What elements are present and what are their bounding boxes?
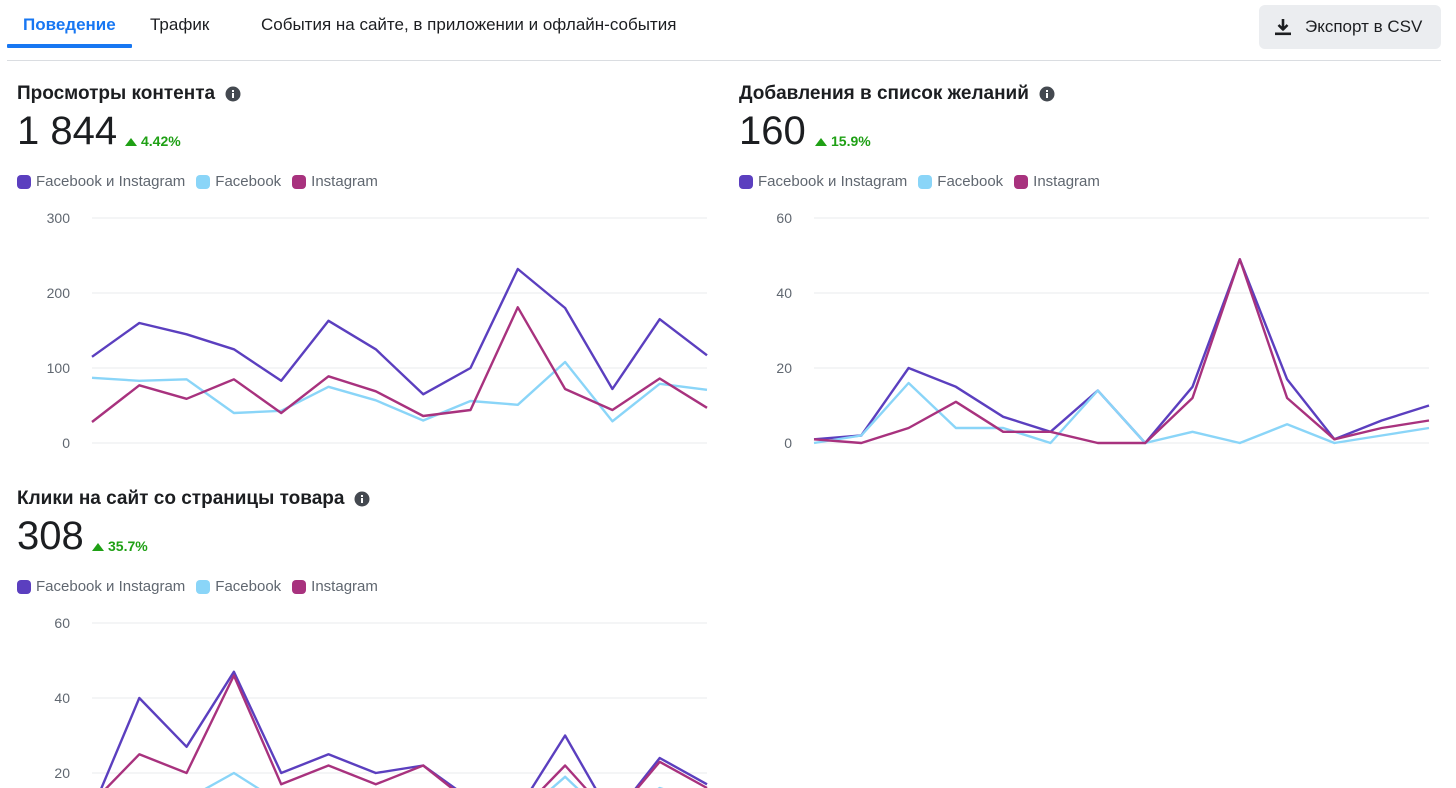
active-tab-indicator [7,44,132,48]
delta-badge: 35.7% [92,538,148,554]
tab-traffic[interactable]: Трафик [150,15,209,35]
info-icon[interactable] [1039,86,1055,102]
card-title: Просмотры контента [17,83,215,105]
legend-label: Facebook [215,578,281,595]
legend-item-instagram[interactable]: Instagram [292,173,378,190]
legend-label: Instagram [311,173,378,190]
legend-swatch [17,175,31,189]
y-tick-label: 100 [47,360,71,376]
metric-card-wishlist: Добавления в список желаний 160 15.9% Fa… [739,83,1439,463]
card-title: Добавления в список желаний [739,83,1029,105]
y-tick-label: 0 [62,435,70,451]
arrow-up-icon [92,542,104,551]
legend-label: Facebook и Instagram [36,173,185,190]
series-line-facebook[interactable] [814,383,1429,443]
y-tick-label: 200 [47,285,71,301]
tab-behavior[interactable]: Поведение [23,15,116,35]
metric-card-product-clicks: Клики на сайт со страницы товара 308 35.… [17,488,717,788]
legend-item-facebook[interactable]: Facebook [196,578,281,595]
export-csv-label: Экспорт в CSV [1305,17,1422,37]
legend-item-fb-ig[interactable]: Facebook и Instagram [17,173,185,190]
tab-events[interactable]: События на сайте, в приложении и офлайн-… [261,15,676,35]
legend-label: Facebook [937,173,1003,190]
legend-swatch [196,175,210,189]
legend-swatch [292,175,306,189]
y-tick-label: 300 [47,210,71,226]
card-title-wrap: Просмотры контента [17,83,241,105]
y-tick-label: 40 [54,690,70,706]
legend-item-instagram[interactable]: Instagram [292,578,378,595]
series-line-fb-ig[interactable] [92,672,707,788]
legend-swatch [739,175,753,189]
legend-swatch [918,175,932,189]
series-line-fb-ig[interactable] [92,269,707,394]
legend-label: Facebook [215,173,281,190]
legend-label: Instagram [1033,173,1100,190]
legend-item-instagram[interactable]: Instagram [1014,173,1100,190]
y-tick-label: 20 [776,360,792,376]
legend-swatch [17,580,31,594]
tab-divider [7,60,1441,61]
legend-item-facebook[interactable]: Facebook [196,173,281,190]
series-line-instagram[interactable] [92,676,707,788]
arrow-up-icon [815,137,827,146]
delta-value: 15.9% [831,133,871,149]
metric-card-content-views: Просмотры контента 1 844 4.42% Facebook … [17,83,717,463]
download-icon [1273,17,1293,37]
chart-legend: Facebook и Instagram Facebook Instagram [739,173,1111,190]
metric-value: 160 [739,111,806,151]
y-tick-label: 20 [54,765,70,781]
legend-item-facebook[interactable]: Facebook [918,173,1003,190]
legend-label: Facebook и Instagram [36,578,185,595]
legend-swatch [1014,175,1028,189]
metric-value: 308 [17,516,84,556]
chart-legend: Facebook и Instagram Facebook Instagram [17,173,389,190]
line-chart-content-views: 0 100 200 300 [17,203,717,453]
delta-value: 4.42% [141,133,181,149]
legend-item-fb-ig[interactable]: Facebook и Instagram [17,578,185,595]
legend-label: Facebook и Instagram [758,173,907,190]
legend-item-fb-ig[interactable]: Facebook и Instagram [739,173,907,190]
arrow-up-icon [125,137,137,146]
card-title-wrap: Добавления в список желаний [739,83,1055,105]
y-tick-label: 0 [784,435,792,451]
delta-value: 35.7% [108,538,148,554]
series-line-instagram[interactable] [92,307,707,422]
info-icon[interactable] [354,491,370,507]
metric-value: 1 844 [17,111,117,151]
line-chart-wishlist: 0 20 40 60 [739,203,1439,453]
card-title-wrap: Клики на сайт со страницы товара [17,488,370,510]
export-csv-button[interactable]: Экспорт в CSV [1259,5,1441,49]
y-tick-label: 60 [54,615,70,631]
y-tick-label: 60 [776,210,792,226]
chart-legend: Facebook и Instagram Facebook Instagram [17,578,389,595]
line-chart-product-clicks: 20 40 60 [17,608,717,782]
legend-swatch [196,580,210,594]
delta-badge: 4.42% [125,133,181,149]
y-tick-label: 40 [776,285,792,301]
tab-bar: Поведение Трафик События на сайте, в при… [0,0,1456,60]
legend-label: Instagram [311,578,378,595]
info-icon[interactable] [225,86,241,102]
card-title: Клики на сайт со страницы товара [17,488,344,510]
legend-swatch [292,580,306,594]
delta-badge: 15.9% [815,133,871,149]
